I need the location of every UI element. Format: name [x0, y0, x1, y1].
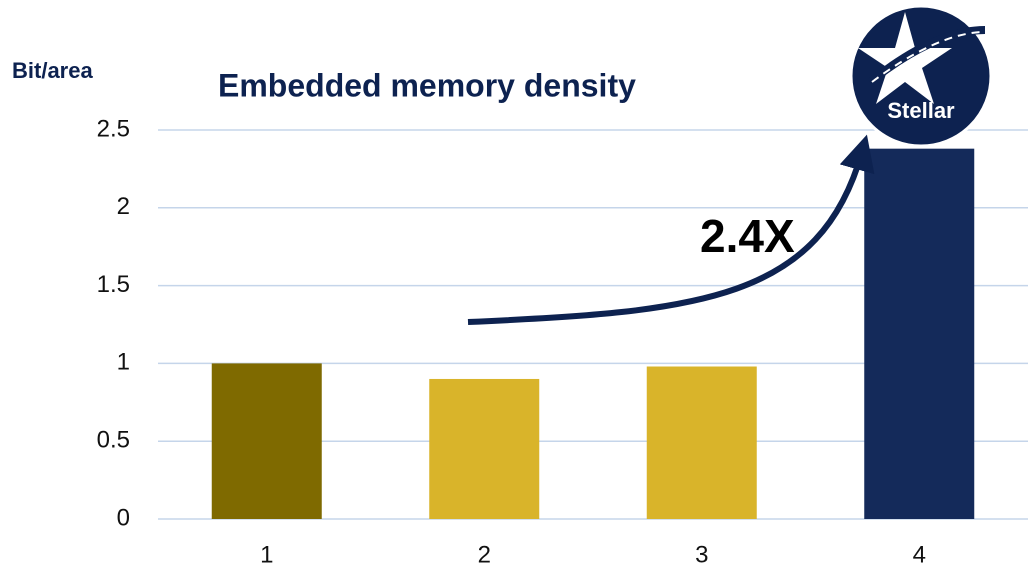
y-tick-label: 0.5: [97, 427, 130, 454]
x-tick-label: 2: [478, 541, 491, 568]
bar: [429, 378, 540, 519]
y-tick-label: 1: [117, 349, 130, 376]
annotation: 2.4X: [700, 210, 795, 262]
y-tick-label: 0: [117, 504, 130, 531]
y-tick-label: 1.5: [97, 271, 130, 298]
x-tick-label: 1: [260, 541, 273, 568]
y-tick-label: 2: [117, 193, 130, 220]
arrow: [467, 134, 875, 325]
x-tick-label: 3: [695, 541, 708, 568]
bar: [211, 363, 322, 519]
bars: [211, 148, 975, 519]
bar: [864, 148, 975, 519]
logo: Stellar: [849, 4, 993, 148]
chart-title: Embedded memory density: [218, 67, 636, 103]
y-axis-label: Bit/area: [12, 58, 93, 83]
bar: [646, 366, 757, 519]
x-tick-label: 4: [913, 541, 926, 568]
logo-text: Stellar: [887, 98, 955, 123]
y-tick-label: 2.5: [97, 115, 130, 142]
